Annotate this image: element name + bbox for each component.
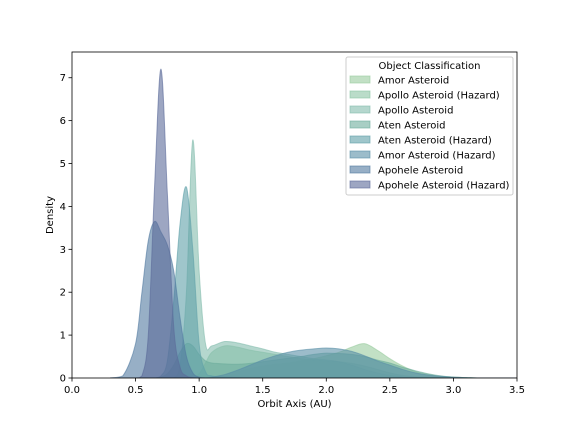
legend-label-apohele-asteroid: Apohele Asteroid [378, 166, 463, 177]
legend-title: Object Classification [379, 61, 481, 72]
legend-swatch-amor-asteroid-hazard [349, 150, 371, 159]
density-area-amor-asteroid-hazard [110, 347, 517, 378]
density-area-apohele-asteroid-hazard [110, 68, 517, 378]
y-tick-label: 2 [60, 288, 66, 299]
y-axis-label: Density [45, 196, 56, 234]
x-tick-label: 2.5 [382, 385, 398, 396]
legend-swatch-apohele-asteroid-hazard [349, 180, 371, 189]
x-tick-label: 2.0 [318, 385, 334, 396]
legend-swatch-apohele-asteroid [349, 165, 371, 174]
y-tick-label: 5 [60, 159, 66, 170]
legend: Object Classification Amor Asteroid Apoll… [345, 56, 514, 196]
y-tick-label: 3 [60, 245, 66, 256]
legend-swatch-aten-asteroid [349, 120, 371, 129]
x-tick-label: 1.0 [191, 385, 207, 396]
legend-label-apohele-asteroid-hazard: Apohele Asteroid (Hazard) [378, 181, 510, 192]
y-tick-label: 1 [60, 331, 66, 342]
x-tick-label: 0.5 [128, 385, 144, 396]
legend-box [345, 56, 514, 196]
x-tick-label: 0.0 [64, 385, 80, 396]
y-tick-label: 4 [60, 202, 66, 213]
legend-swatch-amor-asteroid [349, 75, 371, 84]
x-tick-label: 3.0 [445, 385, 461, 396]
axes: 0.0 0.5 1.0 1.5 2.0 2.5 3.0 3.5 0 1 2 3 4 5 6 7 [60, 51, 525, 396]
y-tick-label: 6 [60, 116, 66, 127]
legend-swatch-aten-asteroid-hazard [349, 135, 371, 144]
legend-swatch-apollo-asteroid-hazard [349, 90, 371, 99]
legend-label-amor-asteroid: Amor Asteroid [378, 76, 449, 87]
y-tick-label: 0 [60, 374, 66, 385]
legend-label-amor-asteroid-hazard: Amor Asteroid (Hazard) [378, 151, 496, 162]
legend-label-aten-asteroid: Aten Asteroid [378, 121, 446, 132]
legend-label-apollo-asteroid: Apollo Asteroid [378, 106, 453, 117]
y-tick-label: 7 [60, 73, 66, 84]
plot-frame [71, 51, 518, 379]
x-tick-label: 3.5 [509, 385, 525, 396]
legend-swatch-apollo-asteroid [349, 105, 371, 114]
legend-label-aten-asteroid-hazard: Aten Asteroid (Hazard) [378, 136, 492, 147]
plot-area [110, 68, 517, 378]
x-tick-label: 1.5 [255, 385, 271, 396]
legend-label-apollo-asteroid-hazard: Apollo Asteroid (Hazard) [378, 91, 500, 102]
x-axis-label: Orbit Axis (AU) [257, 399, 331, 410]
